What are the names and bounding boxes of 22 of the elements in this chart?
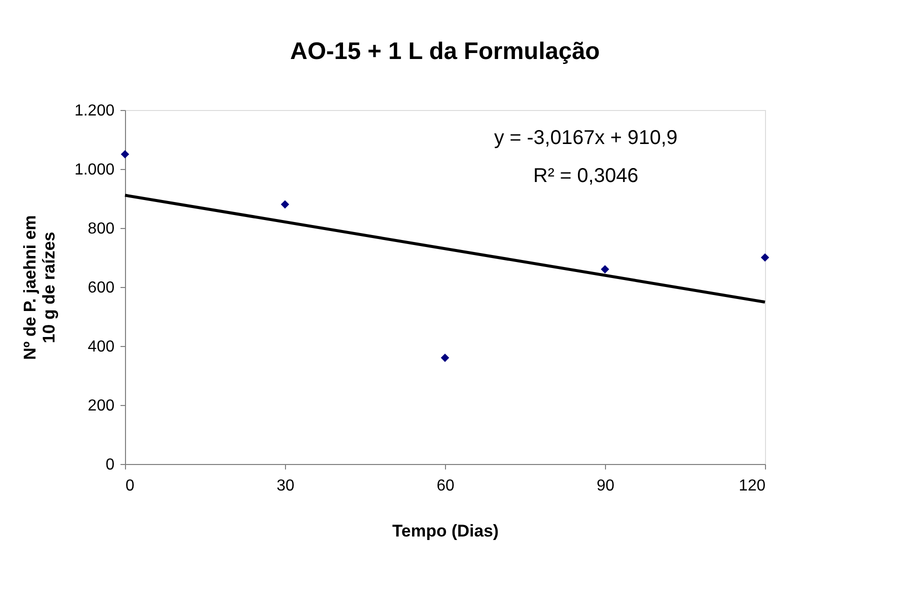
chart-title: AO-15 + 1 L da Formulação: [290, 38, 600, 65]
annotation: R² = 0,3046: [533, 165, 638, 187]
y-tick-label: 400: [88, 338, 115, 356]
point: [760, 253, 770, 262]
x-axis-title: Tempo (Dias): [392, 522, 499, 540]
y-tick-label: 1.200: [74, 102, 115, 120]
x-tick-label: 60: [436, 478, 454, 494]
annotation: y = -3,0167x + 910,9: [494, 127, 678, 149]
point: [120, 150, 130, 158]
y-tick-label: 1.000: [74, 162, 115, 178]
x-tick-label: 120: [738, 478, 766, 494]
y-axis-title: Nº de P. jaehni em 10 g de raízes: [20, 215, 58, 360]
x-tick-label: 0: [126, 478, 134, 494]
y-tick-label: 0: [106, 456, 115, 474]
point: [600, 265, 610, 274]
y-tick-label: 800: [88, 220, 115, 238]
point: [280, 200, 290, 209]
y-tick-label: 200: [88, 398, 115, 414]
y-tick-label: 600: [88, 280, 115, 296]
x-tick-label: 30: [276, 478, 294, 494]
point: [440, 354, 450, 362]
x-tick-label: 90: [596, 478, 614, 494]
